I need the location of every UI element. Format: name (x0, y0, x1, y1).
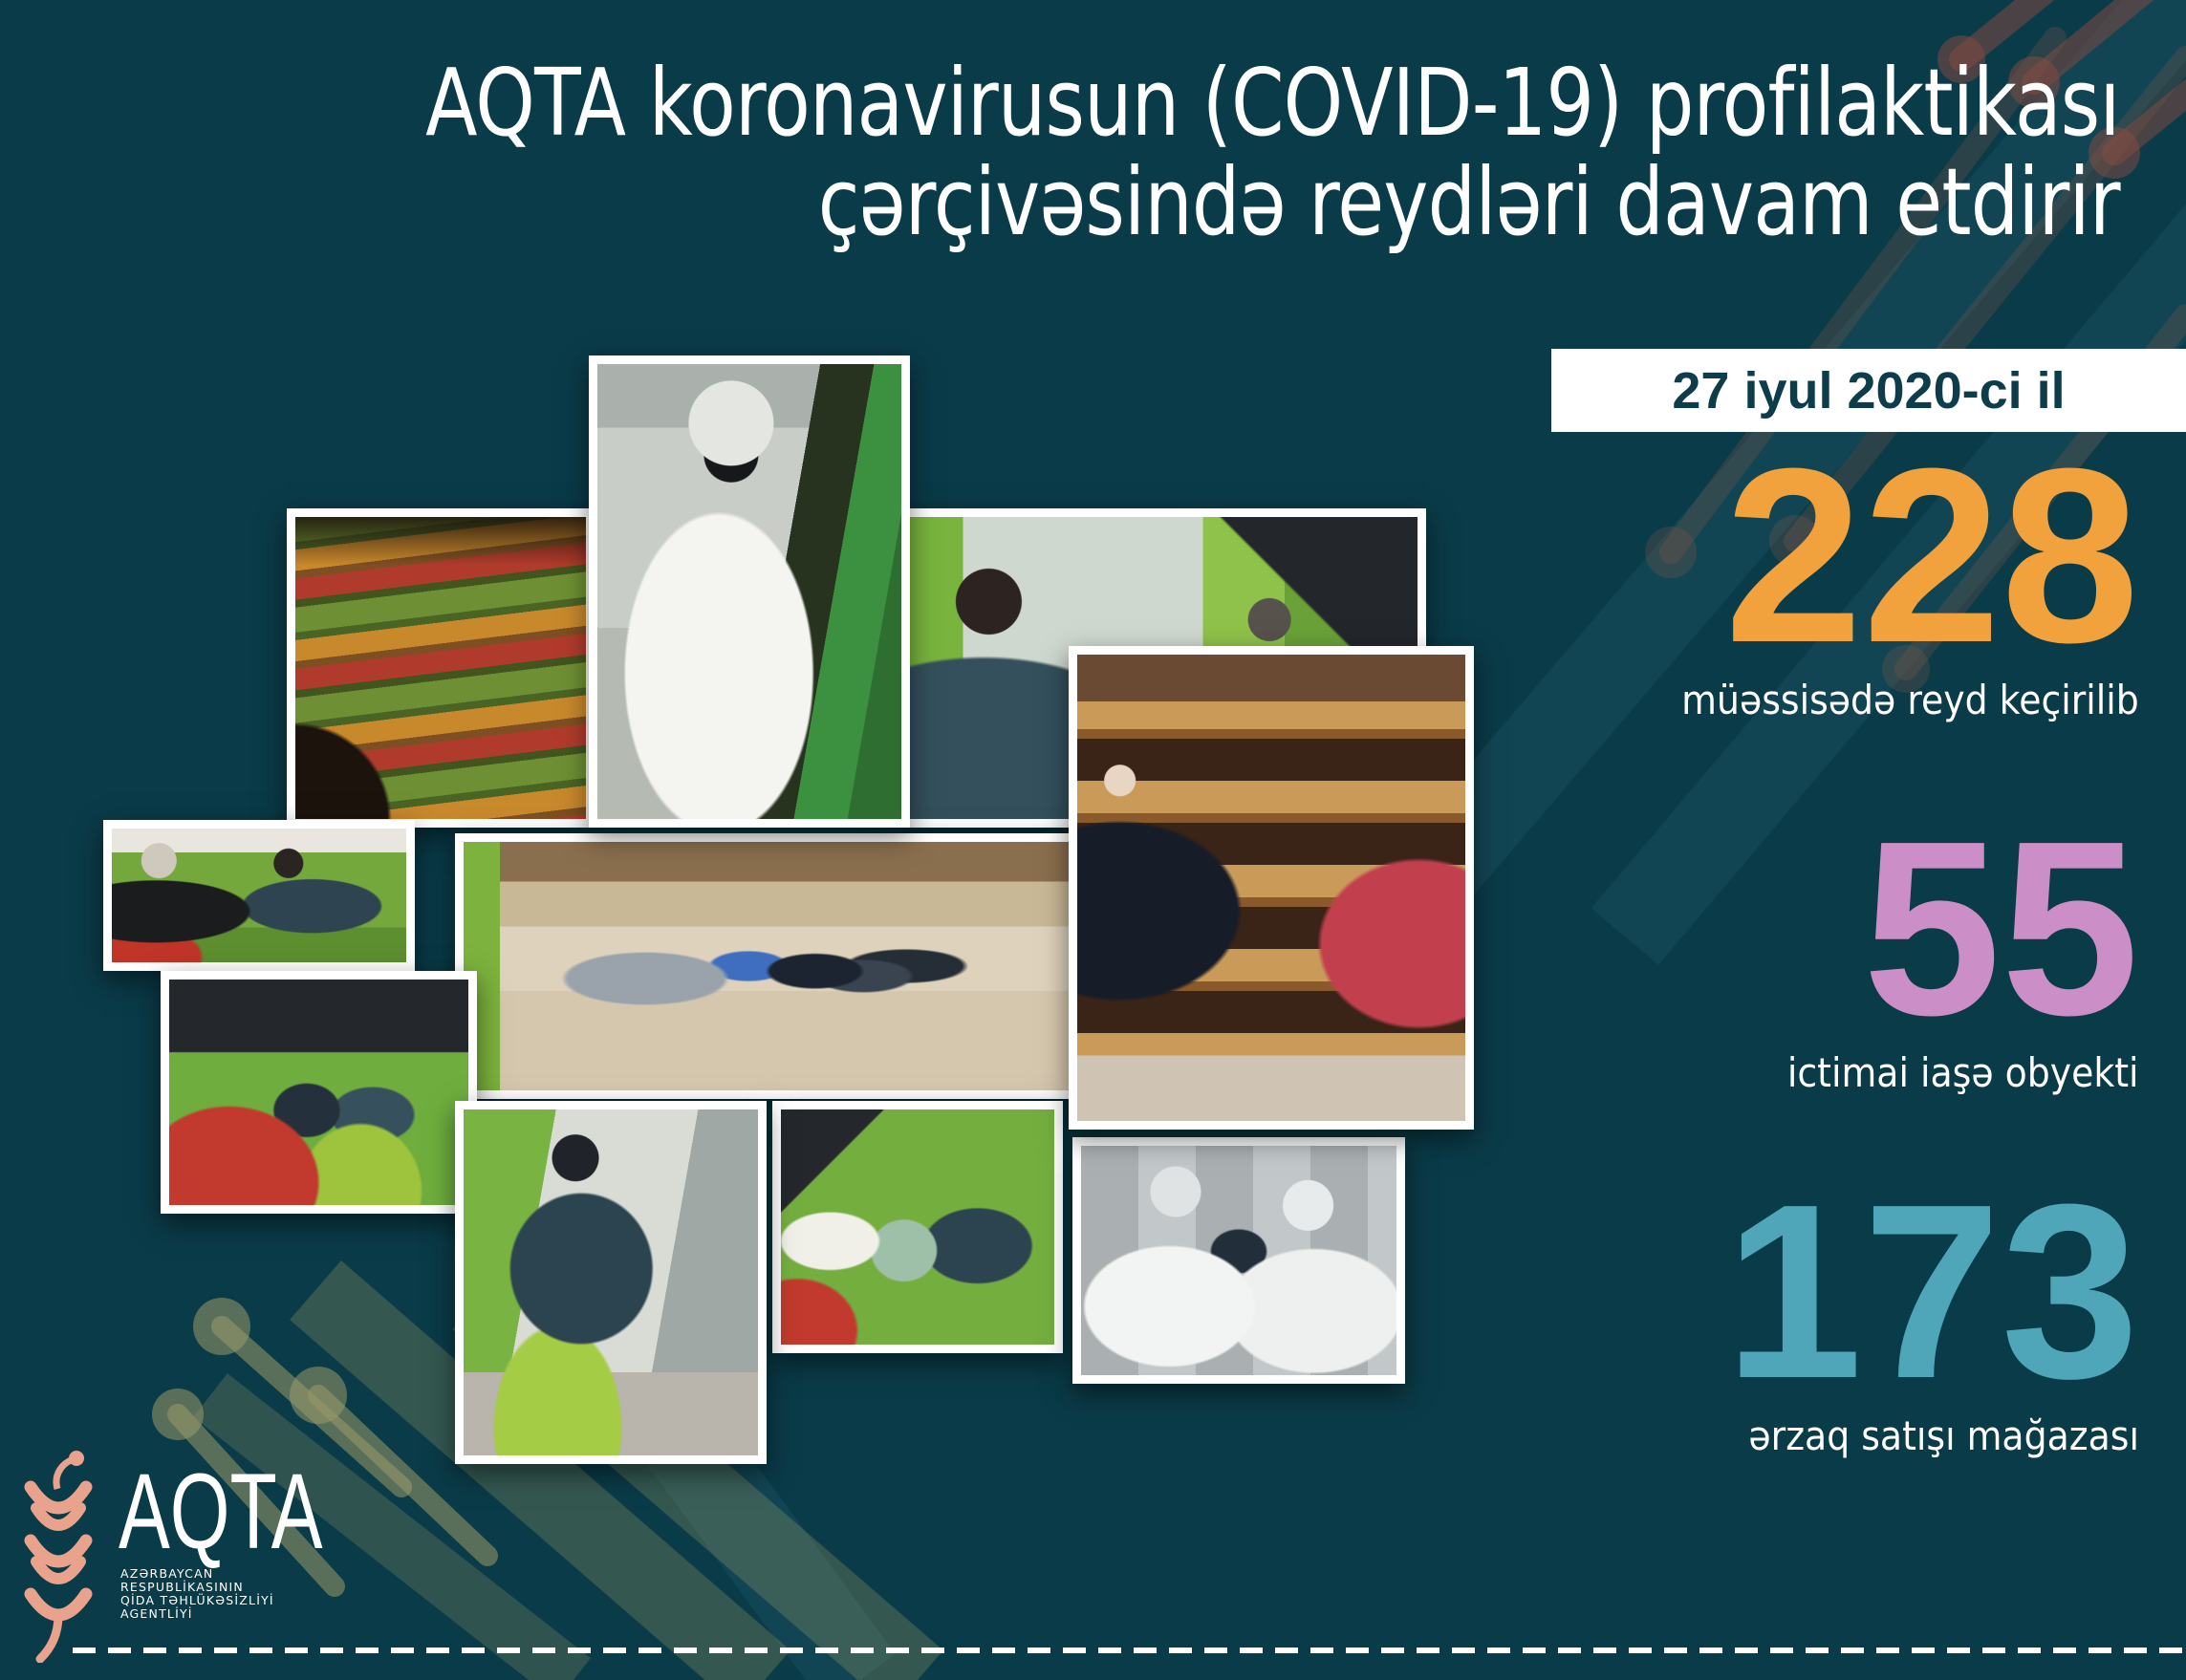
circuit-trace-olive (152, 1298, 498, 1597)
title-line-1: AQTA koronavirusun (COVID-19) profilakti… (425, 49, 2120, 157)
photo-inspector-tablet (589, 355, 910, 828)
photo-leaflet-group (772, 1101, 1063, 1353)
stat-groceries-label: ərzaq satışı mağazası (1748, 1412, 2139, 1459)
photo-cart-apples (455, 1101, 767, 1464)
photo-produce-shelves (287, 508, 595, 828)
title-line-2: çərçivəsində reydləri davam etdirir (817, 147, 2121, 256)
photo-food-plant-panel (1072, 1137, 1405, 1384)
photo-fruit-stand (161, 971, 477, 1214)
stat-groceries: 173 ərzaq satışı mağazası (1705, 1153, 2139, 1459)
stat-inspections: 228 müəssisədə reyd keçirilib (1631, 418, 2139, 723)
date-text: 27 iyul 2020-ci il (1672, 361, 2066, 420)
stat-inspections-value: 228 (1724, 418, 2139, 695)
circuit-trace-maroon (1937, 0, 2186, 179)
org-line-4: AGENTLİYİ (120, 1606, 193, 1621)
org-line-3: QİDA TƏHLÜKƏSİZLİYİ (120, 1593, 274, 1607)
logo-org-name: AZƏRBAYCAN RESPUBLİKASININ QİDA TƏHLÜKƏS… (120, 1567, 274, 1621)
photo-store-visit (455, 833, 1078, 1099)
stat-catering-label: ictimai iaşə obyekti (1787, 1049, 2139, 1096)
dashed-separator (73, 1648, 2186, 1653)
org-line-1: AZƏRBAYCAN (120, 1566, 214, 1581)
logo-acronym: AQTA (119, 1452, 323, 1571)
stat-inspections-label: müəssisədə reyd keçirilib (1681, 677, 2139, 723)
page-title: AQTA koronavirusun (COVID-19) profilakti… (425, 54, 2120, 252)
date-badge: 27 iyul 2020-ci il (1551, 349, 2186, 432)
wheat-icon (24, 1451, 93, 1663)
stat-catering-value: 55 (1862, 790, 2139, 1067)
photo-produce-bagging (103, 820, 415, 971)
stat-catering: 55 ictimai iaşə obyekti (1748, 790, 2139, 1096)
photo-bread-aisle (1069, 646, 1474, 1130)
org-line-2: RESPUBLİKASININ (120, 1580, 244, 1594)
stat-groceries-value: 173 (1724, 1153, 2139, 1431)
